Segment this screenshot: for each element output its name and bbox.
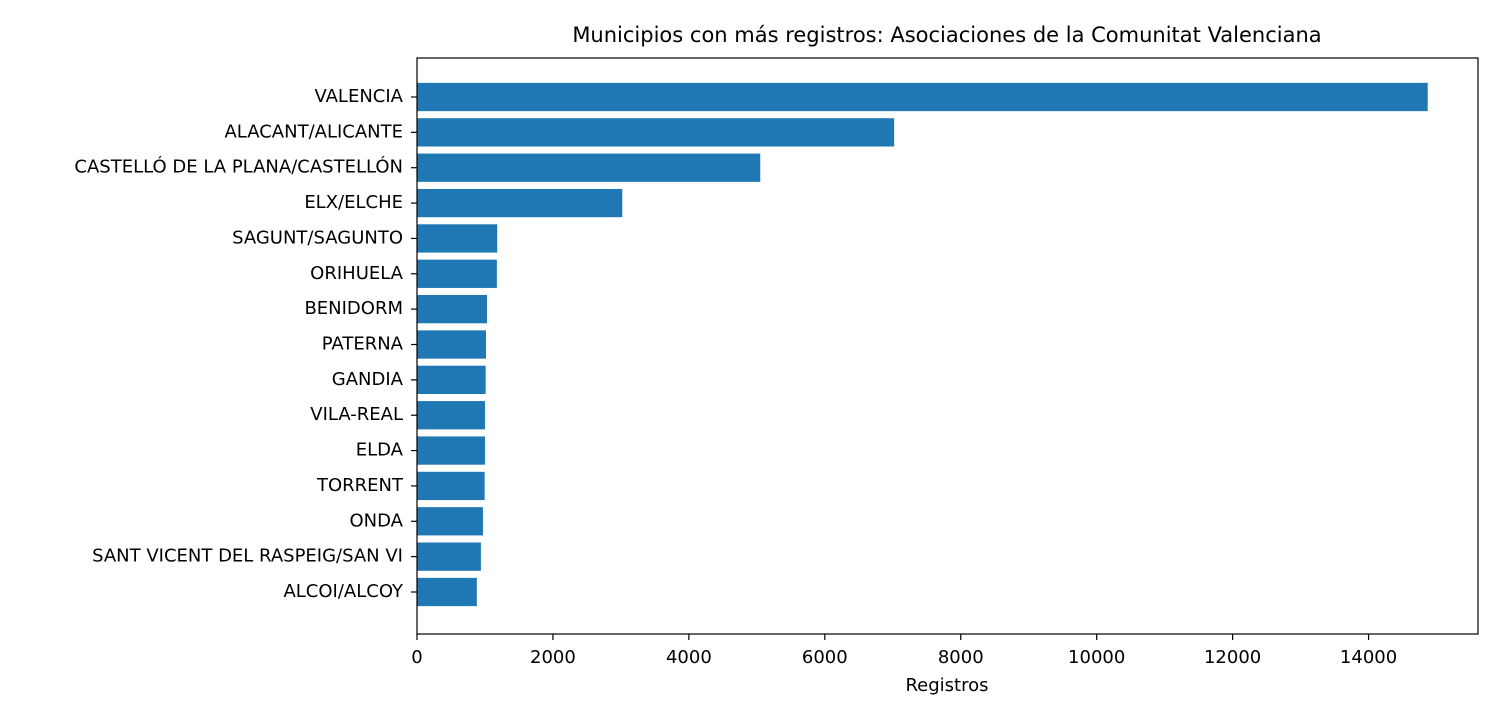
x-tick-label: 0: [411, 647, 422, 668]
bar: [417, 330, 486, 359]
bar: [417, 188, 623, 218]
bar: [417, 365, 486, 394]
bar: [417, 471, 485, 501]
bar: [417, 295, 488, 324]
y-tick-label: PATERNA: [322, 334, 404, 355]
y-tick-label: SAGUNT/SAGUNTO: [232, 227, 403, 248]
bar: [417, 507, 483, 536]
bar: [417, 436, 485, 465]
x-tick-label: 10000: [1068, 647, 1125, 668]
y-tick-label: GANDIA: [332, 369, 404, 390]
x-tick-label: 2000: [530, 647, 576, 668]
x-tick-label: 4000: [666, 647, 712, 668]
y-tick-label: ALCOI/ALCOY: [283, 581, 404, 602]
x-tick-label: 8000: [938, 647, 984, 668]
x-tick-label: 14000: [1340, 647, 1397, 668]
y-tick-label: BENIDORM: [304, 298, 403, 319]
x-axis-label: Registros: [905, 675, 988, 696]
bar: [417, 401, 485, 430]
x-tick-label: 12000: [1204, 647, 1261, 668]
y-tick-label: ELX/ELCHE: [304, 192, 403, 213]
y-tick-label: ELDA: [356, 440, 404, 461]
x-tick-label: 6000: [802, 647, 848, 668]
bar: [417, 577, 477, 607]
bar: [417, 153, 761, 182]
y-tick-label: CASTELLÓ DE LA PLANA/CASTELLÓN: [74, 156, 403, 178]
bar: [417, 259, 497, 288]
y-tick-label: TORRENT: [316, 475, 404, 496]
y-tick-label: ALACANT/ALICANTE: [224, 121, 403, 142]
bar: [417, 118, 895, 147]
y-tick-label: VILA-REAL: [310, 404, 403, 425]
y-tick-label: SANT VICENT DEL RASPEIG/SAN VI: [92, 546, 403, 567]
bar: [417, 82, 1428, 112]
bar: [417, 224, 498, 253]
bar: [417, 542, 481, 571]
y-tick-label: ORIHUELA: [310, 263, 404, 284]
y-tick-label: ONDA: [350, 510, 404, 531]
plot-frame: [416, 57, 1479, 635]
y-tick-label: VALENCIA: [314, 86, 403, 107]
chart-title: Municipios con más registros: Asociacion…: [572, 23, 1321, 47]
